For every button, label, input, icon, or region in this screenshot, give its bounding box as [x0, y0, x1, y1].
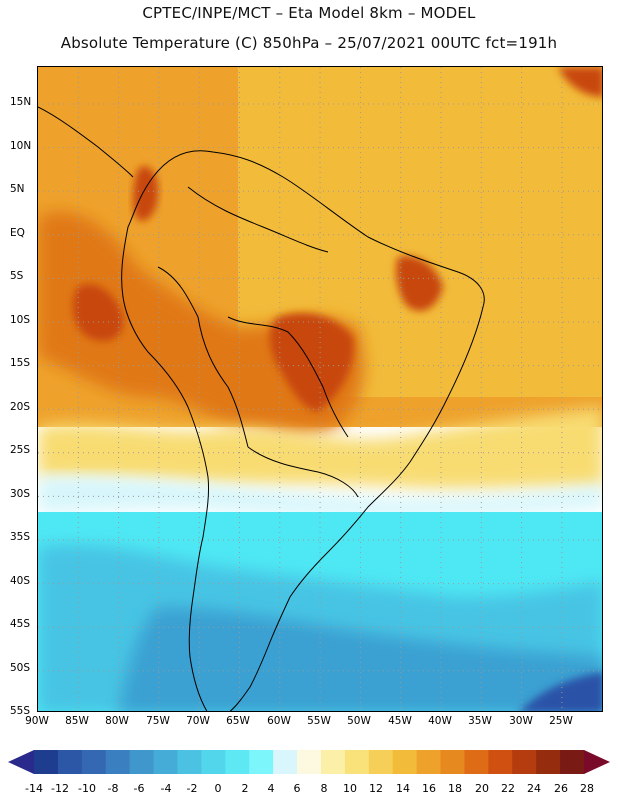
colorbar-cell — [512, 750, 537, 774]
border-andes — [157, 266, 249, 448]
colorbar-tick-label: -12 — [51, 782, 69, 795]
colorbar-cell — [416, 750, 442, 774]
colorbar-tick-label: 12 — [369, 782, 383, 795]
temperature-map — [38, 67, 602, 711]
lon-label: 55W — [307, 715, 331, 727]
lat-label: 10N — [10, 140, 32, 152]
lon-label: 75W — [146, 715, 170, 727]
colorbar-tick-label: 18 — [448, 782, 462, 795]
colorbar-tick-label: 26 — [554, 782, 568, 795]
lat-label: 40S — [10, 575, 31, 587]
colorbar-cell — [129, 750, 155, 774]
colorbar-cell — [560, 750, 585, 774]
colorbar-cell — [105, 750, 131, 774]
lat-label: 55S — [10, 705, 31, 717]
colorbar-tick-label: -4 — [160, 782, 172, 795]
colorbar-cell — [273, 750, 298, 774]
lon-label: 80W — [105, 715, 129, 727]
colorbar-high-arrow — [584, 750, 610, 774]
colorbar — [8, 750, 610, 774]
hot-dark-region-3 — [133, 166, 159, 222]
lon-label: 60W — [267, 715, 291, 727]
lat-label: 30S — [10, 488, 31, 500]
country-borders — [38, 106, 485, 711]
colorbar-cell — [57, 750, 83, 774]
colorbar-tick-label: -6 — [133, 782, 145, 795]
colorbar-cell — [177, 750, 202, 774]
colorbar-cell — [320, 750, 346, 774]
colorbar-tick-label: 22 — [501, 782, 515, 795]
colorbar-tick-label: -10 — [78, 782, 96, 795]
south-america-coastline — [121, 150, 485, 711]
colorbar-cell — [81, 750, 107, 774]
colorbar-tick-label: 8 — [320, 782, 328, 795]
hot-dark-region-4 — [558, 67, 602, 97]
colorbar-cell — [344, 750, 370, 774]
colorbar-cell — [153, 750, 178, 774]
border-brazil-west — [227, 316, 349, 438]
hot-dark-region-2 — [269, 313, 354, 412]
lon-label: 70W — [186, 715, 210, 727]
title-line-1: CPTEC/INPE/MCT – Eta Model 8km – MODEL — [142, 4, 476, 22]
lat-label: 15S — [10, 357, 31, 369]
colorbar-cell — [34, 750, 59, 774]
colorbar-cell — [464, 750, 489, 774]
coldest-region — [520, 672, 602, 711]
colorbar-tick-label: 24 — [527, 782, 541, 795]
colorbar-tick-label: 10 — [343, 782, 357, 795]
mild-band — [38, 407, 602, 490]
hot-dark-region-1 — [72, 284, 124, 341]
lat-label: 5S — [10, 270, 24, 282]
colorbar-tick-label: -14 — [25, 782, 43, 795]
colorbar-cell — [297, 750, 322, 774]
title-line-2: Absolute Temperature (C) 850hPa – 25/07/… — [60, 34, 558, 52]
colorbar-tick-label: 16 — [422, 782, 436, 795]
lon-label: 35W — [468, 715, 492, 727]
colorbar-tick-label: 4 — [267, 782, 275, 795]
colorbar-cell — [249, 750, 274, 774]
map-frame — [37, 66, 603, 712]
lat-label: 50S — [10, 662, 31, 674]
colorbar-cell — [368, 750, 394, 774]
colorbar-tick-label: 28 — [580, 782, 594, 795]
hot-region — [38, 211, 364, 436]
lat-label: 25S — [10, 444, 31, 456]
lat-label: 15N — [10, 96, 32, 108]
colorbar-cell — [536, 750, 561, 774]
colorbar-tick-label: 2 — [241, 782, 249, 795]
colorbar-tick-label: 20 — [475, 782, 489, 795]
lon-label: 90W — [25, 715, 49, 727]
lon-label: 50W — [347, 715, 371, 727]
cool-band — [38, 476, 602, 517]
lon-label: 40W — [428, 715, 452, 727]
central-america-coastline — [38, 106, 134, 178]
colorbar-cell — [225, 750, 250, 774]
colorbar-cell — [392, 750, 418, 774]
colorbar-low-arrow — [8, 750, 34, 774]
colorbar-tick-label: 0 — [214, 782, 222, 795]
lon-label: 65W — [226, 715, 250, 727]
colorbar-tick-label: -8 — [107, 782, 119, 795]
lat-label: 45S — [10, 618, 31, 630]
lon-label: 85W — [65, 715, 89, 727]
border-north — [187, 186, 329, 253]
lat-label: 35S — [10, 531, 31, 543]
lat-label: 10S — [10, 314, 31, 326]
lon-label: 25W — [549, 715, 573, 727]
lon-label: 30W — [509, 715, 533, 727]
lat-label: 5N — [10, 183, 25, 195]
lat-label: EQ — [10, 227, 25, 239]
colorbar-cells — [34, 750, 585, 774]
lat-label: 20S — [10, 401, 31, 413]
border-south — [247, 446, 359, 498]
colorbar-tick-label: 14 — [396, 782, 410, 795]
colorbar-cell — [488, 750, 513, 774]
temperature-field — [38, 67, 602, 711]
colorbar-cell — [440, 750, 465, 774]
colorbar-tick-label: 6 — [293, 782, 301, 795]
hot-ne-region — [396, 256, 443, 311]
colorbar-tick-label: -2 — [186, 782, 198, 795]
colorbar-cell — [201, 750, 226, 774]
lon-label: 45W — [388, 715, 412, 727]
